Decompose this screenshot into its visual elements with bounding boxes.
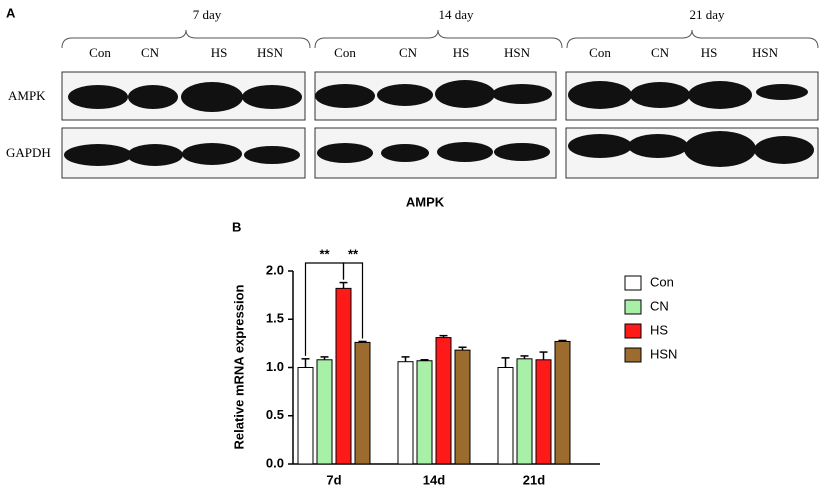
bar bbox=[354, 341, 371, 465]
group-bracket bbox=[566, 29, 819, 49]
band bbox=[756, 84, 808, 100]
significance-label: ** bbox=[319, 246, 330, 261]
bar bbox=[397, 361, 414, 465]
legend-swatch bbox=[624, 299, 642, 315]
y-tick-label: 1.5 bbox=[266, 311, 284, 326]
x-tick-label: 21d bbox=[523, 472, 545, 487]
band bbox=[492, 84, 552, 104]
group-bracket bbox=[314, 29, 563, 49]
panel-label: A bbox=[6, 5, 16, 20]
x-tick-label: 14d bbox=[423, 472, 445, 487]
legend-label: HSN bbox=[650, 346, 677, 361]
band bbox=[688, 81, 752, 109]
group-label: 21 day bbox=[689, 7, 725, 22]
legend-swatch bbox=[624, 275, 642, 291]
band bbox=[317, 143, 373, 163]
band bbox=[568, 81, 632, 109]
lane-label: HS bbox=[453, 45, 470, 60]
band bbox=[381, 144, 429, 162]
band bbox=[630, 82, 690, 108]
band bbox=[494, 143, 550, 161]
y-tick-label: 1.0 bbox=[266, 359, 284, 374]
band bbox=[181, 82, 243, 112]
band bbox=[435, 80, 495, 108]
lane-label: HSN bbox=[504, 45, 531, 60]
bar bbox=[297, 367, 314, 465]
band bbox=[754, 136, 814, 164]
legend-swatch bbox=[624, 323, 642, 339]
panel-label: B bbox=[232, 219, 241, 234]
y-tick-label: 0.5 bbox=[266, 407, 284, 422]
brackets bbox=[61, 29, 819, 49]
band bbox=[437, 142, 493, 162]
bar bbox=[335, 287, 352, 465]
lane-label: CN bbox=[651, 45, 670, 60]
x-tick-label: 7d bbox=[326, 472, 341, 487]
band bbox=[244, 146, 300, 164]
lane-label: CN bbox=[141, 45, 160, 60]
lane-label: Con bbox=[89, 45, 111, 60]
western-blot: A AMPK GAPDH 7 day 14 day 21 day bbox=[6, 5, 819, 179]
band bbox=[628, 134, 688, 158]
bar bbox=[416, 360, 433, 465]
band bbox=[128, 85, 178, 109]
legend-swatch bbox=[624, 347, 642, 363]
bands bbox=[64, 80, 814, 167]
group-label: 7 day bbox=[193, 7, 222, 22]
lane-label: HSN bbox=[257, 45, 284, 60]
lane-label: HS bbox=[211, 45, 228, 60]
y-tick-label: 2.0 bbox=[266, 262, 284, 277]
lane-label: HSN bbox=[752, 45, 779, 60]
band bbox=[127, 144, 183, 166]
y-axis-label: Relative mRNA expression bbox=[231, 284, 246, 449]
row-label: AMPK bbox=[8, 88, 46, 103]
bar bbox=[454, 349, 471, 465]
lane-label: CN bbox=[399, 45, 418, 60]
significance-bracket bbox=[342, 262, 364, 339]
bar bbox=[516, 358, 533, 465]
legend-label: CN bbox=[650, 298, 669, 313]
lane-label: Con bbox=[589, 45, 611, 60]
chart-title: AMPK bbox=[406, 194, 445, 209]
band bbox=[568, 134, 632, 158]
significance-label: ** bbox=[348, 246, 359, 261]
bar bbox=[435, 337, 452, 465]
legend-label: Con bbox=[650, 274, 674, 289]
band bbox=[684, 131, 756, 167]
bar bbox=[535, 359, 552, 465]
y-tick-label: 0.0 bbox=[266, 455, 284, 470]
bar bbox=[497, 367, 514, 465]
bar bbox=[554, 340, 571, 465]
lane-label: HS bbox=[701, 45, 718, 60]
band bbox=[182, 143, 242, 165]
band bbox=[377, 84, 433, 106]
group-bracket bbox=[61, 29, 311, 49]
lane-label: Con bbox=[334, 45, 356, 60]
bar bbox=[316, 359, 333, 465]
row-label: GAPDH bbox=[6, 145, 51, 160]
band bbox=[242, 85, 302, 109]
band bbox=[68, 85, 128, 109]
group-label: 14 day bbox=[438, 7, 474, 22]
legend-label: HS bbox=[650, 322, 668, 337]
band bbox=[64, 144, 132, 166]
band bbox=[315, 84, 375, 108]
